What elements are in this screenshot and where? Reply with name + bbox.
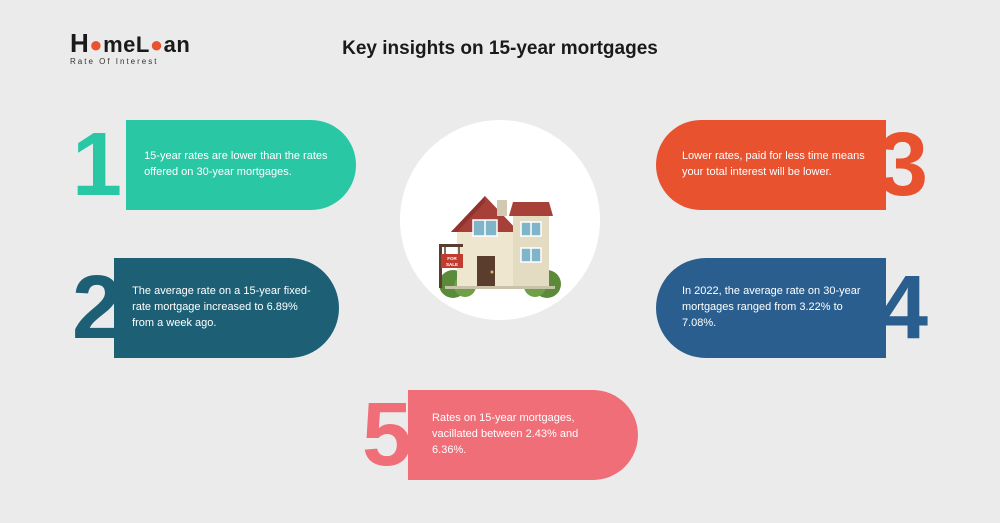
insight-text-2: The average rate on a 15-year fixed-rate… (114, 258, 339, 358)
for-sale-text: FOR (447, 256, 457, 261)
insight-card-1: 1 15-year rates are lower than the rates… (72, 120, 356, 210)
insight-number-2: 2 (72, 272, 122, 344)
insight-card-3: 3 Lower rates, paid for less time means … (656, 120, 928, 210)
insight-text-3: Lower rates, paid for less time means yo… (656, 120, 886, 210)
brand-tagline: Rate Of Interest (70, 57, 190, 66)
insight-number-5: 5 (362, 399, 412, 471)
insight-number-1: 1 (72, 129, 122, 201)
insight-number-3: 3 (878, 129, 928, 201)
brand-logo: H●meL●an Rate Of Interest (70, 28, 190, 66)
insight-text-4: In 2022, the average rate on 30-year mor… (656, 258, 886, 358)
house-icon: FOR SALE (425, 152, 575, 302)
insight-card-5: 5 Rates on 15-year mortgages, vacillated… (362, 390, 638, 480)
house-illustration-circle: FOR SALE (400, 120, 600, 320)
insight-card-4: 4 In 2022, the average rate on 30-year m… (656, 258, 928, 358)
insight-text-5: Rates on 15-year mortgages, vacillated b… (408, 390, 638, 480)
page-title: Key insights on 15-year mortgages (342, 38, 658, 60)
svg-text:SALE: SALE (446, 262, 458, 267)
insight-card-2: 2 The average rate on a 15-year fixed-ra… (72, 258, 339, 358)
insight-text-1: 15-year rates are lower than the rates o… (126, 120, 356, 210)
insight-number-4: 4 (878, 272, 928, 344)
